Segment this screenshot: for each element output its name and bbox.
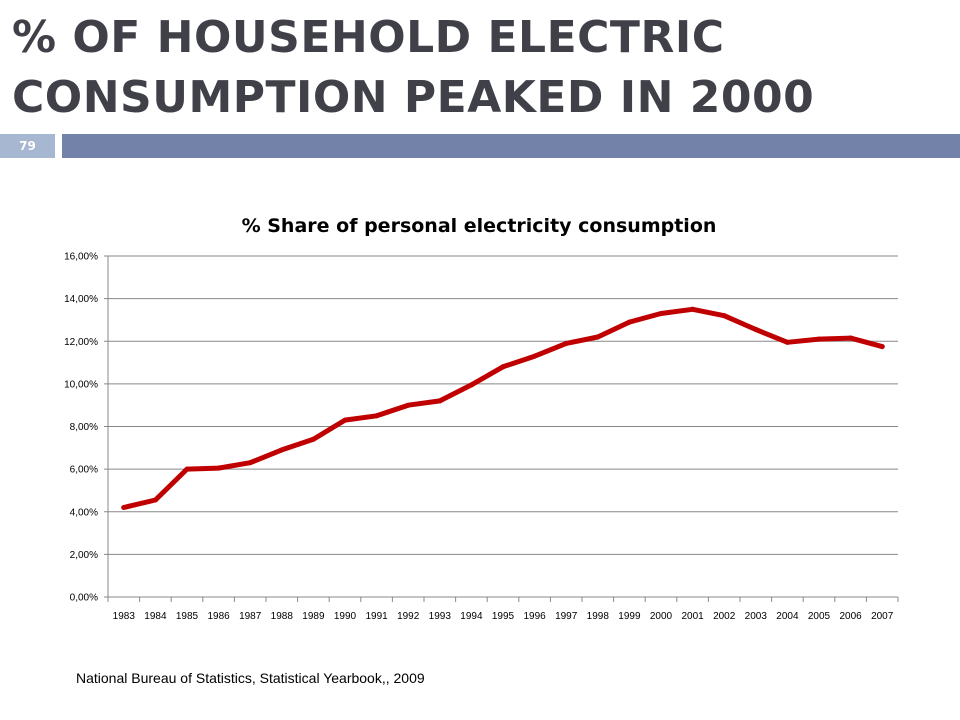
data-point [152,497,158,503]
x-tick-label: 1996 [523,611,546,622]
x-tick-label: 1985 [176,611,199,622]
data-point [247,460,253,466]
data-point [216,465,222,471]
data-point [121,504,127,510]
y-tick-label: 10,00% [64,379,98,390]
source-note: National Bureau of Statistics, Statistic… [76,670,425,686]
data-point [374,413,380,419]
x-tick-label: 1984 [144,611,167,622]
data-point [753,327,759,333]
data-point [626,319,632,325]
x-tick-label: 2002 [713,611,736,622]
data-point [690,306,696,312]
data-point [342,417,348,423]
data-point [310,436,316,442]
data-point [784,339,790,345]
y-tick-label: 12,00% [64,337,98,348]
grid-lines [104,255,899,602]
data-point [468,382,474,388]
x-tick-label: 2006 [839,611,862,622]
x-tick-label: 1983 [113,611,136,622]
data-point [658,311,664,317]
x-tick-label: 1987 [239,611,262,622]
x-tick-label: 1988 [271,611,294,622]
y-tick-label: 0,00% [70,593,98,604]
x-tick-label: 1990 [334,611,357,622]
y-tick-label: 4,00% [70,507,98,518]
data-point [721,313,727,319]
data-point [500,364,506,370]
x-axis-ticks: 1983 1984 1985 1986 1987 1988 1989 1990 1991 1992… [113,611,894,622]
x-tick-label: 1992 [397,611,420,622]
x-tick-label: 1991 [365,611,388,622]
data-point [279,447,285,453]
data-point [184,466,190,472]
title-band [62,134,960,158]
y-tick-label: 14,00% [64,294,98,305]
x-tick-label: 2007 [871,611,894,622]
slide-title-line-2: CONSUMPTION PEAKED IN 2000 [12,72,815,123]
x-tick-label: 2004 [776,611,799,622]
y-tick-label: 8,00% [70,422,98,433]
x-tick-label: 2000 [650,611,673,622]
x-tick-label: 1995 [492,611,515,622]
data-point [816,336,822,342]
slide-title-line-1: % OF HOUSEHOLD ELECTRIC [12,12,725,63]
y-tick-label: 6,00% [70,465,98,476]
data-point [595,334,601,340]
x-tick-label: 2005 [808,611,831,622]
data-point [532,353,538,359]
chart-title: % Share of personal electricity consumpt… [242,215,717,237]
y-axis-ticks: 0,00% 2,00% 4,00% 6,00% 8,00% 10,00% 12,00% 14,… [64,252,98,604]
data-point [405,402,411,408]
y-tick-label: 16,00% [64,252,98,263]
x-tick-label: 1994 [460,611,483,622]
x-tick-label: 1993 [429,611,452,622]
x-tick-label: 1999 [618,611,641,622]
data-point [437,398,443,404]
x-tick-label: 1986 [207,611,230,622]
x-tick-label: 2001 [681,611,704,622]
slide-number: 79 [0,134,55,158]
x-tick-label: 2003 [745,611,768,622]
y-tick-label: 2,00% [70,550,98,561]
slide-title: % OF HOUSEHOLD ELECTRIC CONSUMPTION PEAK… [12,8,952,128]
series-line-0 [121,306,885,510]
data-point [563,340,569,346]
x-tick-label: 1989 [302,611,325,622]
data-point [879,344,885,350]
x-tick-label: 1998 [587,611,610,622]
data-point [848,335,854,341]
x-tick-label: 1997 [555,611,578,622]
series-layer [121,306,885,510]
